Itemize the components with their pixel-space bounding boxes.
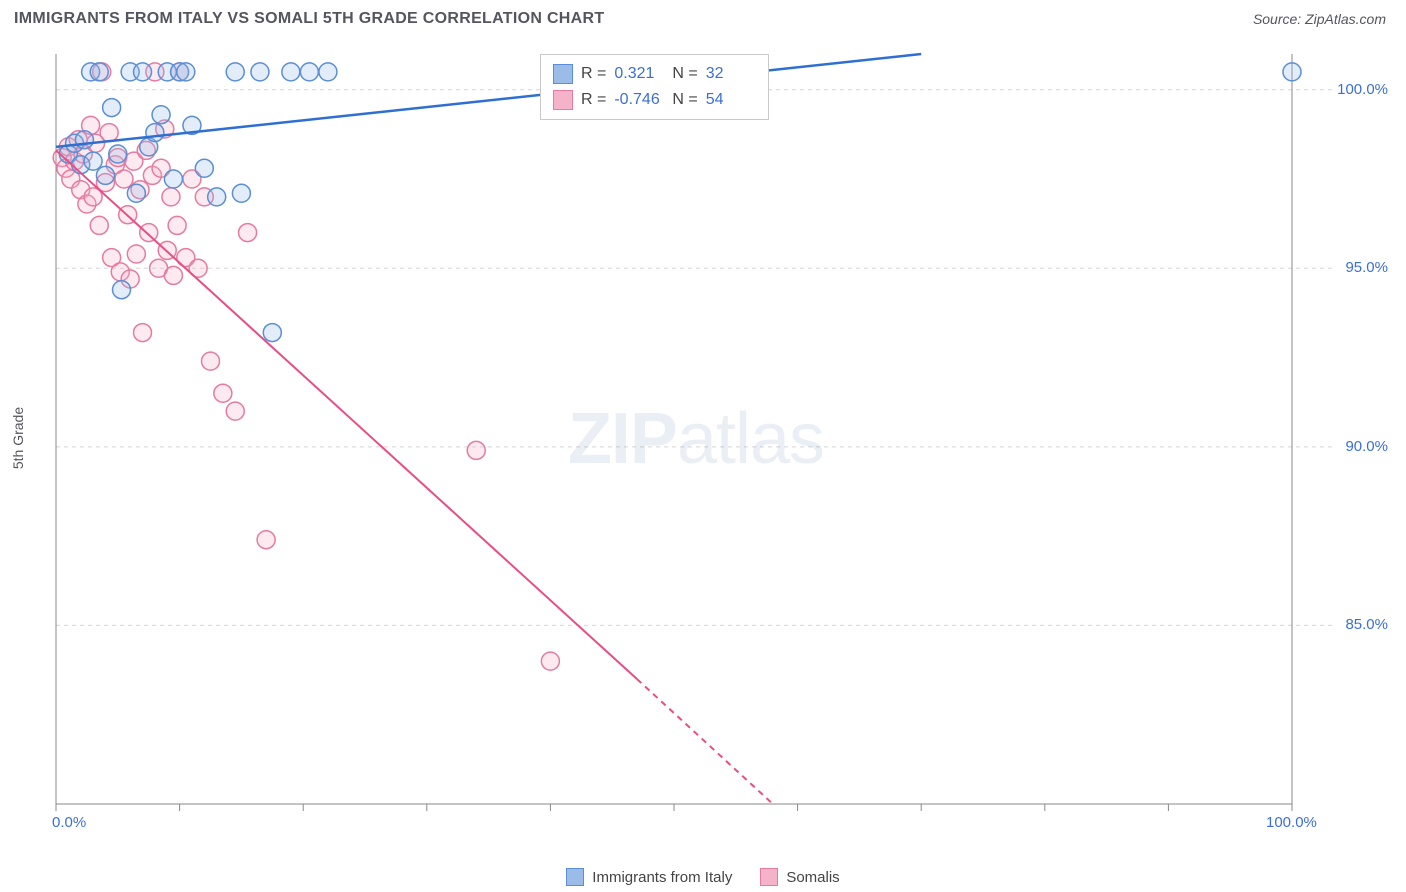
data-point <box>208 188 226 206</box>
stats-n-value: 54 <box>706 91 756 109</box>
data-point <box>226 402 244 420</box>
header: IMMIGRANTS FROM ITALY VS SOMALI 5TH GRAD… <box>0 0 1406 34</box>
data-point <box>134 324 152 342</box>
data-point <box>257 531 275 549</box>
data-point <box>1283 63 1301 81</box>
stats-r-value: -0.746 <box>614 91 664 109</box>
data-point <box>103 99 121 117</box>
data-point <box>214 384 232 402</box>
stats-box: R = 0.321 N = 32 R = -0.746 N = 54 <box>540 54 769 120</box>
data-point <box>90 216 108 234</box>
data-point <box>152 106 170 124</box>
source-label: Source: ZipAtlas.com <box>1253 11 1386 27</box>
y-tick-label: 95.0% <box>1345 259 1388 276</box>
regression-line-somalis-extrap <box>637 679 773 804</box>
legend-label: Immigrants from Italy <box>592 869 732 886</box>
y-tick-label: 85.0% <box>1345 616 1388 633</box>
legend-swatch-icon <box>566 868 584 886</box>
data-point <box>282 63 300 81</box>
data-point <box>84 152 102 170</box>
legend-label: Somalis <box>786 869 839 886</box>
data-point <box>168 216 186 234</box>
y-tick-label: 90.0% <box>1345 438 1388 455</box>
data-point <box>263 324 281 342</box>
legend-swatch-icon <box>553 64 573 84</box>
data-point <box>195 159 213 177</box>
chart-area: ZIPatlas <box>46 44 1346 834</box>
legend-swatch-icon <box>760 868 778 886</box>
data-point <box>232 184 250 202</box>
legend-item: Somalis <box>760 868 839 886</box>
data-point <box>140 224 158 242</box>
data-point <box>300 63 318 81</box>
stats-n-value: 32 <box>706 65 756 83</box>
bottom-legend: Immigrants from Italy Somalis <box>0 868 1406 886</box>
chart-title: IMMIGRANTS FROM ITALY VS SOMALI 5TH GRAD… <box>14 10 604 28</box>
data-point <box>541 652 559 670</box>
data-point <box>109 145 127 163</box>
stats-r-label: R = <box>581 65 606 83</box>
legend-swatch-icon <box>553 90 573 110</box>
chart-svg <box>46 44 1346 834</box>
data-point <box>164 266 182 284</box>
legend-item: Immigrants from Italy <box>566 868 732 886</box>
data-point <box>251 63 269 81</box>
data-point <box>100 124 118 142</box>
data-point <box>319 63 337 81</box>
data-point <box>127 184 145 202</box>
data-point <box>177 63 195 81</box>
data-point <box>202 352 220 370</box>
stats-r-label: R = <box>581 91 606 109</box>
data-point <box>162 188 180 206</box>
data-point <box>96 166 114 184</box>
stats-row: R = 0.321 N = 32 <box>553 61 756 87</box>
data-point <box>127 245 145 263</box>
data-point <box>146 124 164 142</box>
stats-r-value: 0.321 <box>614 65 664 83</box>
y-axis-label: 5th Grade <box>10 407 26 469</box>
data-point <box>239 224 257 242</box>
regression-line-somalis <box>56 150 637 679</box>
data-point <box>75 131 93 149</box>
data-point <box>164 170 182 188</box>
data-point <box>90 63 108 81</box>
stats-n-label: N = <box>672 91 697 109</box>
y-tick-label: 100.0% <box>1337 81 1388 98</box>
data-point <box>226 63 244 81</box>
stats-n-label: N = <box>672 65 697 83</box>
stats-row: R = -0.746 N = 54 <box>553 87 756 113</box>
data-point <box>113 281 131 299</box>
data-point <box>115 170 133 188</box>
x-tick-label-left: 0.0% <box>52 814 86 831</box>
data-point <box>134 63 152 81</box>
data-point <box>467 441 485 459</box>
x-tick-label-right: 100.0% <box>1266 814 1317 831</box>
